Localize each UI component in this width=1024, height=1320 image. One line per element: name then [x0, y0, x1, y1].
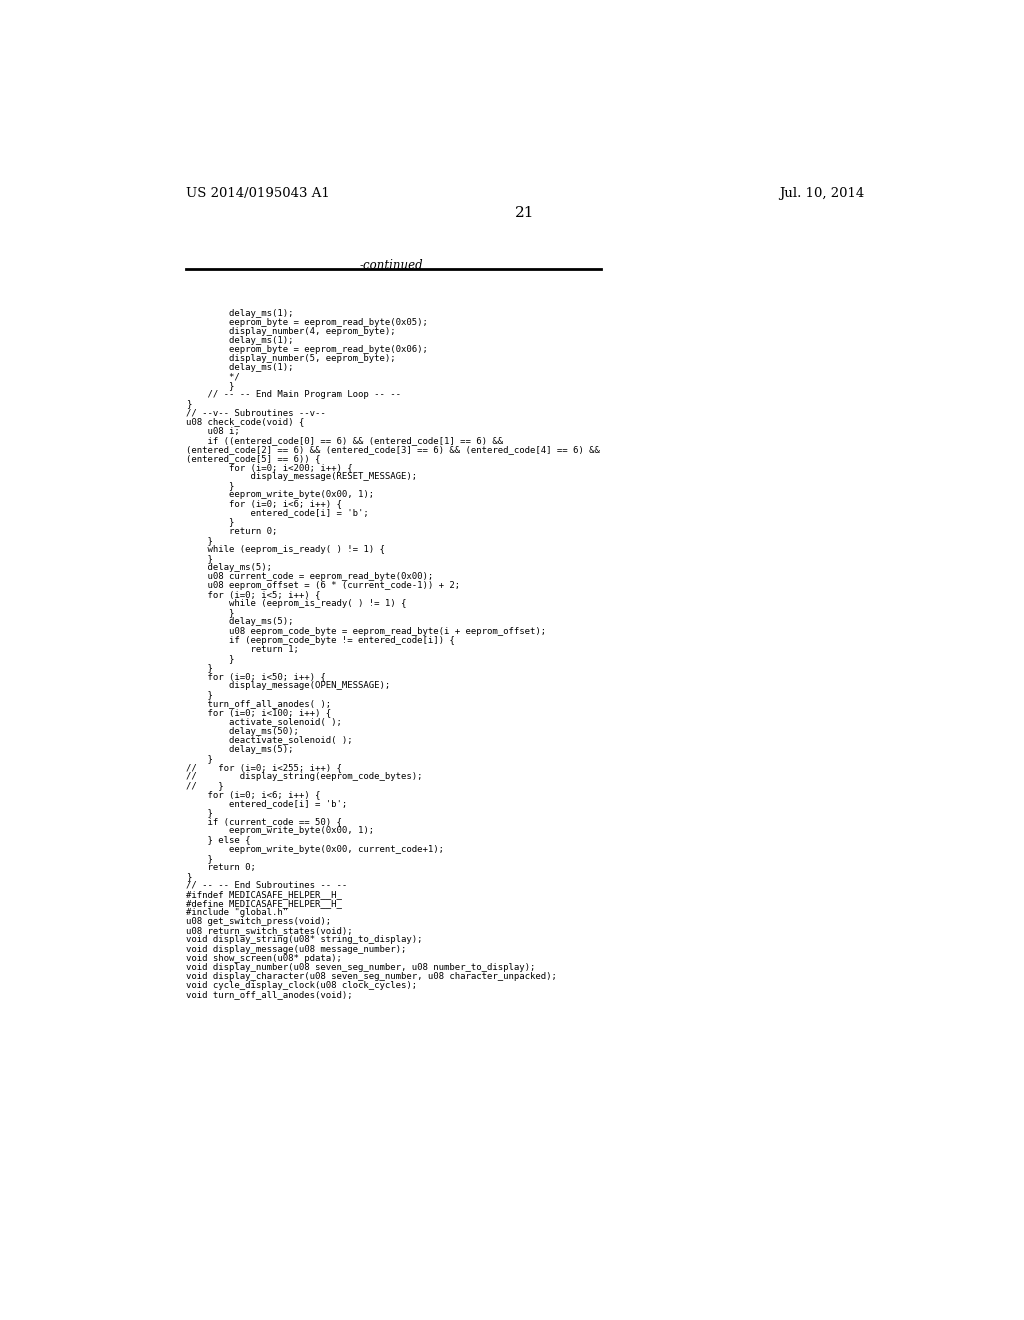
Text: }: } [186, 854, 213, 863]
Text: }: } [186, 554, 213, 562]
Text: }: } [186, 536, 213, 545]
Text: display_number(4, eeprom_byte);: display_number(4, eeprom_byte); [186, 327, 395, 335]
Text: for (i=0; i<5; i++) {: for (i=0; i<5; i++) { [186, 590, 321, 599]
Text: void display_number(u08 seven_seg_number, u08 number_to_display);: void display_number(u08 seven_seg_number… [186, 962, 536, 972]
Text: //    for (i=0; i<255; i++) {: // for (i=0; i<255; i++) { [186, 763, 342, 772]
Text: }: } [186, 873, 191, 880]
Text: delay_ms(5);: delay_ms(5); [186, 618, 294, 627]
Text: #include "global.h": #include "global.h" [186, 908, 288, 917]
Text: */: */ [186, 372, 240, 381]
Text: u08 eeprom_offset = (6 * (current_code-1)) + 2;: u08 eeprom_offset = (6 * (current_code-1… [186, 581, 460, 590]
Text: delay_ms(50);: delay_ms(50); [186, 726, 299, 735]
Text: delay_ms(5);: delay_ms(5); [186, 562, 272, 572]
Text: #ifndef MEDICASAFE_HELPER__H_: #ifndef MEDICASAFE_HELPER__H_ [186, 890, 342, 899]
Text: while (eeprom_is_ready( ) != 1) {: while (eeprom_is_ready( ) != 1) { [186, 545, 385, 554]
Text: if (eeprom_code_byte != entered_code[i]) {: if (eeprom_code_byte != entered_code[i])… [186, 636, 455, 644]
Text: for (i=0; i<200; i++) {: for (i=0; i<200; i++) { [186, 463, 352, 473]
Text: void display_message(u08 message_number);: void display_message(u08 message_number)… [186, 945, 407, 953]
Text: }: } [186, 400, 191, 408]
Text: u08 i;: u08 i; [186, 426, 240, 436]
Text: u08 check_code(void) {: u08 check_code(void) { [186, 417, 304, 426]
Text: eeprom_write_byte(0x00, current_code+1);: eeprom_write_byte(0x00, current_code+1); [186, 845, 444, 854]
Text: }: } [186, 482, 234, 490]
Text: US 2014/0195043 A1: US 2014/0195043 A1 [186, 187, 330, 199]
Text: eeprom_write_byte(0x00, 1);: eeprom_write_byte(0x00, 1); [186, 826, 374, 836]
Text: eeprom_byte = eeprom_read_byte(0x06);: eeprom_byte = eeprom_read_byte(0x06); [186, 345, 428, 354]
Text: // -- -- End Subroutines -- --: // -- -- End Subroutines -- -- [186, 880, 347, 890]
Text: }: } [186, 808, 213, 817]
Text: entered_code[i] = 'b';: entered_code[i] = 'b'; [186, 799, 347, 808]
Text: entered_code[i] = 'b';: entered_code[i] = 'b'; [186, 508, 369, 517]
Text: display_number(5, eeprom_byte);: display_number(5, eeprom_byte); [186, 354, 395, 363]
Text: display_message(RESET_MESSAGE);: display_message(RESET_MESSAGE); [186, 473, 417, 480]
Text: eeprom_byte = eeprom_read_byte(0x05);: eeprom_byte = eeprom_read_byte(0x05); [186, 318, 428, 326]
Text: u08 eeprom_code_byte = eeprom_read_byte(i + eeprom_offset);: u08 eeprom_code_byte = eeprom_read_byte(… [186, 627, 546, 635]
Text: if (current_code == 50) {: if (current_code == 50) { [186, 817, 342, 826]
Text: }: } [186, 663, 213, 672]
Text: delay_ms(1);: delay_ms(1); [186, 363, 294, 372]
Text: for (i=0; i<100; i++) {: for (i=0; i<100; i++) { [186, 709, 331, 717]
Text: turn_off_all_anodes( );: turn_off_all_anodes( ); [186, 700, 331, 709]
Text: (entered_code[5] == 6)) {: (entered_code[5] == 6)) { [186, 454, 321, 463]
Text: return 0;: return 0; [186, 863, 256, 871]
Text: u08 return_switch_states(void);: u08 return_switch_states(void); [186, 927, 352, 936]
Text: u08 current_code = eeprom_read_byte(0x00);: u08 current_code = eeprom_read_byte(0x00… [186, 572, 433, 581]
Text: }: } [186, 690, 213, 700]
Text: 21: 21 [515, 206, 535, 220]
Text: void display_character(u08 seven_seg_number, u08 character_unpacked);: void display_character(u08 seven_seg_num… [186, 972, 557, 981]
Text: void cycle_display_clock(u08 clock_cycles);: void cycle_display_clock(u08 clock_cycle… [186, 981, 417, 990]
Text: void turn_off_all_anodes(void);: void turn_off_all_anodes(void); [186, 990, 352, 999]
Text: }: } [186, 381, 234, 391]
Text: display_message(OPEN_MESSAGE);: display_message(OPEN_MESSAGE); [186, 681, 390, 690]
Text: (entered_code[2] == 6) && (entered_code[3] == 6) && (entered_code[4] == 6) &&: (entered_code[2] == 6) && (entered_code[… [186, 445, 600, 454]
Text: void show_screen(u08* pdata);: void show_screen(u08* pdata); [186, 953, 342, 962]
Text: }: } [186, 754, 213, 763]
Text: for (i=0; i<6; i++) {: for (i=0; i<6; i++) { [186, 791, 321, 799]
Text: #define MEDICASAFE_HELPER__H_: #define MEDICASAFE_HELPER__H_ [186, 899, 342, 908]
Text: // --v-- Subroutines --v--: // --v-- Subroutines --v-- [186, 408, 326, 417]
Text: }: } [186, 653, 234, 663]
Text: } else {: } else { [186, 836, 251, 845]
Text: // -- -- End Main Program Loop -- --: // -- -- End Main Program Loop -- -- [186, 391, 401, 400]
Text: }: } [186, 609, 234, 618]
Text: return 0;: return 0; [186, 527, 278, 536]
Text: delay_ms(1);: delay_ms(1); [186, 335, 294, 345]
Text: for (i=0; i<6; i++) {: for (i=0; i<6; i++) { [186, 499, 342, 508]
Text: for (i=0; i<50; i++) {: for (i=0; i<50; i++) { [186, 672, 326, 681]
Text: u08 get_switch_press(void);: u08 get_switch_press(void); [186, 917, 331, 927]
Text: delay_ms(5);: delay_ms(5); [186, 744, 294, 754]
Text: //    }: // } [186, 781, 224, 791]
Text: eeprom_write_byte(0x00, 1);: eeprom_write_byte(0x00, 1); [186, 490, 374, 499]
Text: }: } [186, 517, 234, 527]
Text: if ((entered_code[0] == 6) && (entered_code[1] == 6) &&: if ((entered_code[0] == 6) && (entered_c… [186, 436, 503, 445]
Text: activate_solenoid( );: activate_solenoid( ); [186, 718, 342, 726]
Text: //        display_string(eeprom_code_bytes);: // display_string(eeprom_code_bytes); [186, 772, 423, 781]
Text: while (eeprom_is_ready( ) != 1) {: while (eeprom_is_ready( ) != 1) { [186, 599, 407, 609]
Text: deactivate_solenoid( );: deactivate_solenoid( ); [186, 735, 352, 744]
Text: void display_string(u08* string_to_display);: void display_string(u08* string_to_displ… [186, 936, 423, 945]
Text: return 1;: return 1; [186, 644, 299, 653]
Text: Jul. 10, 2014: Jul. 10, 2014 [779, 187, 864, 199]
Text: delay_ms(1);: delay_ms(1); [186, 309, 294, 318]
Text: -continued: -continued [359, 259, 423, 272]
